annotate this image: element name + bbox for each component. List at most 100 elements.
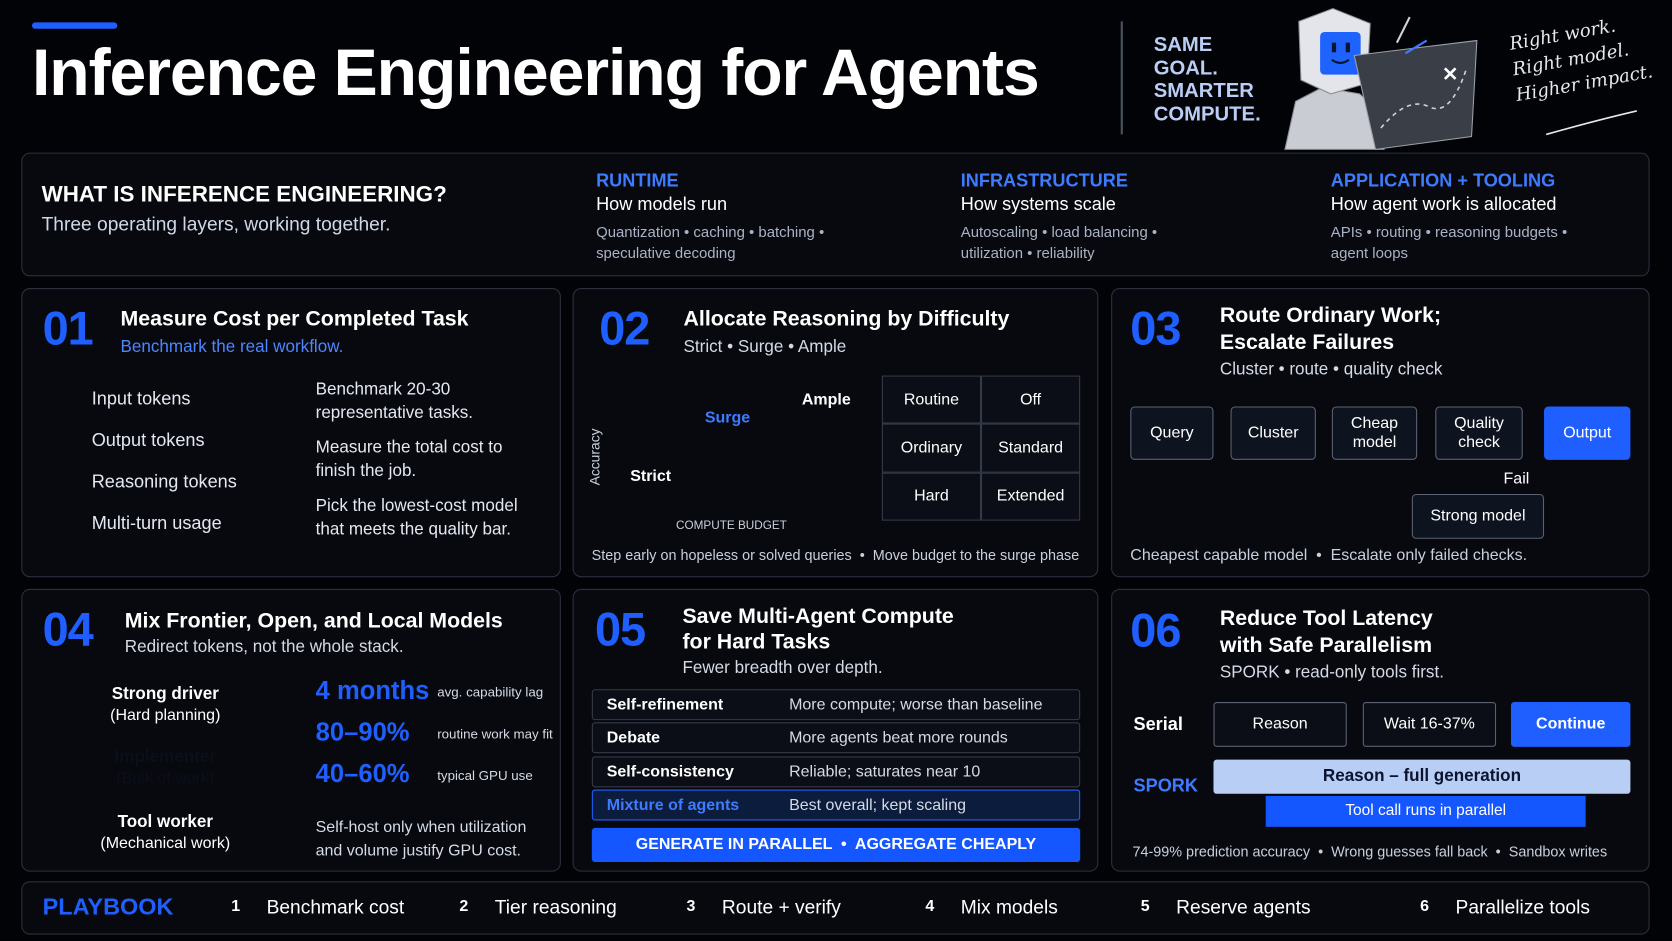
robot-body [1284,86,1387,150]
step-label: Reserve agents [1176,896,1311,918]
tagline: COMPUTE. [1153,102,1261,126]
section-number: 05 [595,603,646,657]
table-cell: Off [981,375,1081,424]
section-number: 04 [42,603,94,657]
flow-step: Quality check [1435,406,1523,460]
tier-role: (Hard planning) [110,706,221,725]
section-number: 02 [599,302,650,356]
robot-face [1320,32,1361,75]
layer-heading: How agent work is allocated [1330,194,1557,215]
divider [1404,39,1428,55]
step-label: Tier reasoning [494,896,617,918]
stat-label: typical GPU use [437,768,533,784]
flow-step: Strong model [1411,493,1545,539]
lane-label: SPORK [1133,775,1198,796]
section-number: 06 [1130,604,1181,658]
checklist-item: Reasoning tokens [91,471,237,492]
layer-label: INFRASTRUCTURE [960,170,1128,191]
playbook-title: PLAYBOOK [42,892,174,920]
method: Debate [606,729,661,748]
section-footer: Cheapest capable model • Escalate only f… [1130,546,1528,565]
section-subtitle: Fewer breadth over depth. [682,659,883,678]
section-title: Reduce Tool Latency [1219,607,1433,631]
note: Self-host only when utilization and volu… [315,818,531,860]
banner: GENERATE IN PARALLEL • AGGREGATE CHEAPLY [591,827,1081,863]
stat-value: 40–60% [315,759,410,789]
layer-detail: APIs • routing • reasoning budgets • age… [1330,222,1572,262]
finding: More agents beat more rounds [789,729,1008,748]
method: Mixture of agents [606,795,740,814]
layer-heading: How systems scale [960,194,1116,215]
step-number: 2 [459,897,469,916]
section-subtitle: Redirect tokens, not the whole stack. [124,638,404,657]
panel [21,152,1650,277]
table-cell: Routine [881,375,982,424]
layer-detail: Autoscaling • load balancing • utilizati… [960,222,1162,262]
section-number: 01 [42,302,94,356]
method: Self-refinement [606,695,724,714]
title: Inference Engineering for Agents [31,36,1040,110]
tagline: GOAL. [1153,57,1218,80]
tagline: SAME [1153,34,1213,57]
table-row [591,755,1081,787]
serial-step: Wait 16-37% [1362,702,1497,747]
step: Measure the total cost to finish the job… [315,438,508,481]
step-number: 3 [686,897,696,916]
section-subtitle: Benchmark the real workflow. [120,338,344,357]
table-row [591,722,1081,754]
fail-label: Fail [1503,469,1530,488]
section-title: Route Ordinary Work; [1219,304,1442,328]
tagline: SMARTER [1153,80,1254,103]
map-x [1443,67,1457,80]
robot-eye [1331,42,1337,53]
stat-label: avg. capability lag [437,684,544,700]
method: Self-consistency [606,762,734,781]
stat-label: routine work may fit [437,726,553,742]
section-title: Allocate Reasoning by Difficulty [683,307,1010,331]
tier-role: (Bulk of work) [116,769,215,788]
tier-name: Implementer [114,747,216,767]
tier-role: (Mechanical work) [100,834,231,853]
section-subtitle: Strict • Surge • Ample [683,338,847,357]
spork-main: Reason – full generation [1213,759,1631,794]
section-title: Measure Cost per Completed Task [120,307,469,331]
table-row [591,689,1081,721]
table-cell: Standard [981,423,1081,473]
step-label: Mix models [960,896,1058,918]
step-number: 1 [231,897,241,916]
robot-smile [1331,58,1350,65]
finding: More compute; worse than baseline [789,695,1043,714]
underline [1545,110,1637,136]
table-row [591,789,1081,821]
step: Benchmark 20-30 representative tasks. [315,380,474,423]
section-title: with Safe Parallelism [1219,633,1433,658]
layer-detail: Quantization • caching • batching • spec… [596,222,829,262]
map [1353,39,1478,150]
checklist-item: Output tokens [91,429,205,451]
stat-value: 4 months [315,676,430,706]
step-number: 6 [1420,897,1430,916]
section-footer: Step early on hopeless or solved queries… [591,547,1080,564]
section-title: for Hard Tasks [682,630,831,655]
flow-step: Cheap model [1331,406,1418,460]
axis-label: Accuracy [586,428,603,486]
section-title: Save Multi-Agent Compute [682,604,954,629]
spork-parallel: Tool call runs in parallel [1265,795,1586,827]
phase-label: Surge [704,408,751,427]
section-subtitle: SPORK • read-only tools first. [1219,663,1444,682]
table-cell: Ordinary [881,423,982,473]
map-route [1380,69,1467,129]
checklist-item: Multi-turn usage [91,513,222,534]
finding: Reliable; saturates near 10 [789,762,981,781]
flow-step: Cluster [1230,406,1316,460]
flow-step: Query [1130,406,1214,460]
stat-value: 80–90% [315,718,410,747]
tier-name: Tool worker [117,812,213,832]
serial-step: Reason [1213,702,1347,747]
checklist-item: Input tokens [91,388,191,409]
step-label: Route + verify [721,896,841,918]
overview-subtitle: Three operating layers, working together… [41,213,391,235]
robot-head [1298,7,1371,95]
layer-heading: How models run [596,194,728,215]
